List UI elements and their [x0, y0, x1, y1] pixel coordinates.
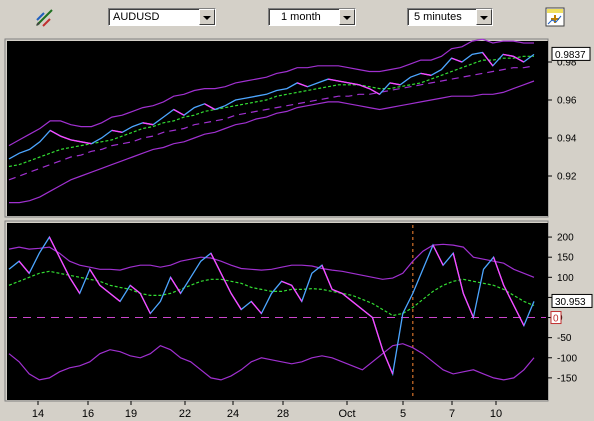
oscillator-panel-down-segment	[210, 252, 222, 274]
last-value-label: 0.9837	[555, 50, 586, 61]
oscillator-panel-down-segment	[129, 284, 141, 294]
interval-select[interactable]: 5 minutes	[407, 8, 493, 26]
interval-value: 5 minutes	[414, 11, 462, 23]
zero-badge	[550, 311, 562, 325]
oscillator-panel-down-segment	[18, 260, 30, 274]
price-panel-upper-band-line	[8, 38, 534, 147]
price-panel-down-segment	[327, 78, 339, 82]
symbol-value: AUDUSD	[113, 11, 160, 23]
draw-line-icon[interactable]	[34, 6, 56, 28]
last-value-badge	[551, 46, 591, 61]
y-tick-label: -100	[557, 353, 577, 364]
price-panel-down-segment	[204, 103, 216, 111]
oscillator-panel-down-segment	[341, 292, 353, 302]
x-tick-label: 16	[82, 408, 94, 420]
price-panel-down-segment	[297, 82, 308, 88]
oscillator-panel-down-segment	[99, 284, 111, 294]
x-tick-label: 14	[32, 408, 44, 420]
oscillator-panel-down-segment	[48, 236, 61, 258]
y-tick-label: -150	[557, 373, 577, 384]
oscillator-panel-down-segment	[331, 288, 343, 294]
symbol-dropdown-button[interactable]	[199, 9, 215, 25]
zero-badge-label: 0	[553, 314, 559, 325]
price-panel-down-segment	[173, 108, 185, 116]
price-panel-moving-average-line	[8, 55, 534, 168]
oscillator-panel-down-segment	[452, 253, 464, 294]
price-panel-lower-band-line	[9, 80, 535, 204]
price-panel-down-segment	[358, 84, 370, 90]
x-tick-label: 22	[179, 408, 191, 420]
price-panel-down-segment	[502, 53, 514, 57]
x-tick-label: 5	[400, 408, 406, 420]
oscillator-panel-down-segment	[58, 256, 71, 278]
oscillator-panel-down-segment	[351, 300, 363, 310]
range-value: 1 month	[281, 11, 321, 23]
y-tick-label: 100	[557, 273, 574, 284]
price-panel-trend-line	[8, 65, 535, 181]
oscillator-panel-down-segment	[139, 293, 151, 314]
x-tick-label: 24	[227, 408, 239, 420]
x-tick-label: 10	[490, 408, 502, 420]
oscillator-panel-down-segment	[89, 268, 101, 286]
oscillator-panel-down-segment	[361, 308, 373, 319]
y-tick-label: 200	[557, 233, 574, 244]
price-panel[interactable]	[7, 41, 548, 216]
oscillator-panel-down-segment	[69, 276, 81, 294]
price-panel-price-line	[8, 51, 535, 160]
oscillator-panel-lower-band-line	[8, 343, 535, 381]
oscillator-panel-down-segment	[432, 244, 444, 266]
oscillator-panel-down-segment	[371, 317, 384, 350]
y-tick-label: 0.94	[557, 134, 577, 145]
oscillator-panel-down-segment	[321, 264, 333, 290]
oscillator-panel-upper-band-line	[8, 243, 535, 280]
price-panel-down-segment	[420, 72, 432, 76]
oscillator-panel-down-segment	[169, 276, 182, 294]
oscillator-panel-down-segment	[220, 272, 232, 294]
x-tick-label: 19	[125, 408, 137, 420]
last-value-label: 30.953	[555, 297, 586, 308]
oscillator-panel-down-segment	[291, 285, 303, 302]
price-panel-down-segment	[338, 80, 349, 84]
chart-area: 0.920.940.960.980.9837-150-100-500501001…	[4, 38, 593, 420]
oscillator-panel[interactable]	[7, 223, 548, 400]
range-dropdown-button[interactable]	[339, 9, 355, 25]
x-tick-label: 7	[449, 408, 455, 420]
price-panel-down-segment	[70, 139, 82, 143]
price-panel-down-segment	[451, 57, 463, 63]
oscillator-panel-down-segment	[513, 305, 525, 326]
x-tick-label: Oct	[338, 408, 355, 420]
oscillator-panel-down-segment	[230, 293, 242, 310]
oscillator-panel-down-segment	[109, 292, 121, 302]
oscillator-panel-down-segment	[493, 256, 505, 286]
last-value-badge	[551, 293, 593, 308]
oscillator-panel-down-segment	[381, 349, 394, 375]
price-panel-down-segment	[60, 135, 71, 141]
range-select[interactable]: 1 month	[268, 8, 356, 26]
y-tick-label: 0.98	[557, 58, 577, 69]
price-panel-down-segment	[111, 129, 123, 133]
price-panel-down-segment	[389, 82, 401, 86]
price-panel-down-segment	[348, 82, 360, 86]
chart-settings-icon[interactable]	[545, 7, 565, 27]
symbol-select[interactable]: AUDUSD	[108, 8, 216, 26]
price-panel-down-segment	[80, 141, 92, 145]
price-panel-down-segment	[142, 122, 154, 126]
interval-dropdown-button[interactable]	[476, 9, 492, 25]
y-tick-label: 0.96	[557, 96, 577, 107]
y-tick-label: 150	[557, 253, 574, 264]
oscillator-panel-down-segment	[250, 301, 262, 314]
chart-toolbar: AUDUSD 1 month 5 minutes	[0, 0, 594, 36]
price-panel-down-segment	[49, 129, 61, 137]
oscillator-panel-down-segment	[462, 293, 475, 318]
price-panel-down-segment	[482, 52, 494, 67]
price-panel-down-segment	[513, 55, 525, 63]
oscillator-panel-down-segment	[281, 280, 292, 286]
x-tick-label: 28	[277, 408, 289, 420]
y-tick-label: 0.92	[557, 172, 577, 183]
oscillator-panel-down-segment	[503, 285, 515, 306]
price-panel-down-segment	[368, 88, 380, 95]
y-tick-label: -50	[557, 333, 572, 344]
